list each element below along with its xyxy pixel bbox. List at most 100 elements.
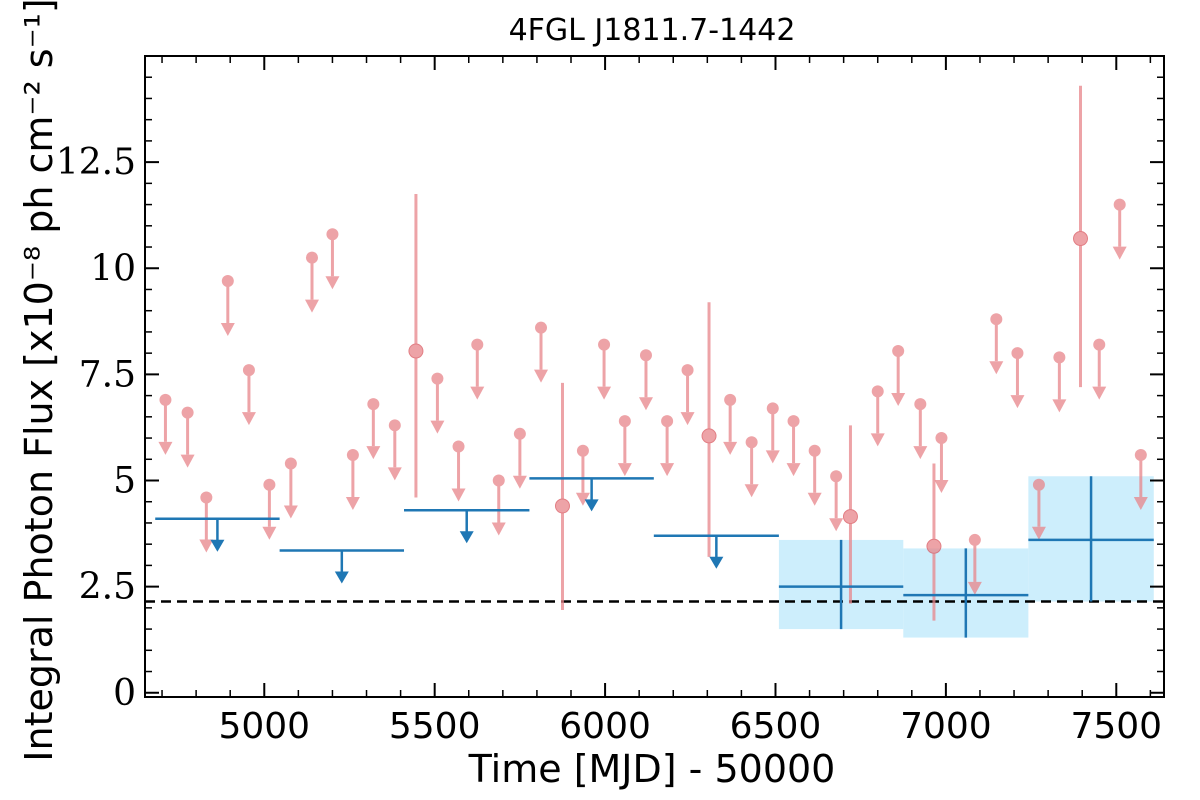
upper-limit-arrow <box>220 322 235 336</box>
upper-limit-arrow <box>870 433 885 447</box>
upper-limit-arrow <box>680 412 695 426</box>
upper-limit-marker <box>766 402 779 415</box>
long-bin-upper-limit <box>155 517 280 552</box>
y-tick-label: 12.5 <box>56 142 136 183</box>
upper-limit-arrow <box>891 393 906 407</box>
short-bin-detection <box>701 302 717 557</box>
upper-limit-arrow <box>491 522 506 536</box>
short-bin-upper-limit <box>199 491 214 553</box>
short-bin-upper-limit <box>913 398 928 460</box>
y-tick-label: 7.5 <box>79 354 136 395</box>
upper-limit-arrow <box>262 526 277 540</box>
upper-limit-marker <box>639 349 652 362</box>
short-bin-upper-limit <box>491 474 506 536</box>
upper-limit-marker <box>1032 478 1045 491</box>
detection-marker <box>926 538 942 554</box>
short-bin-points <box>158 85 1148 621</box>
upper-limit-arrow <box>304 299 319 313</box>
upper-limit-arrow <box>829 518 844 532</box>
long-bin-detection <box>778 539 904 630</box>
long-bin-points <box>155 476 1154 638</box>
upper-limit-arrow <box>210 539 225 552</box>
detection-marker <box>842 509 858 525</box>
upper-limit-marker <box>914 398 927 411</box>
plot-area: 5000 5500 6000 6500 7000 7500 0 2.5 5 7.5 10 12.5 <box>56 55 1165 747</box>
upper-limit-marker <box>284 457 297 470</box>
short-bin-detection <box>408 193 424 498</box>
upper-limit-marker <box>576 444 589 457</box>
upper-limit-marker <box>935 432 948 445</box>
upper-limit-marker <box>661 415 674 428</box>
chart-title: 4FGL J1811.7-1442 <box>509 13 796 48</box>
short-bin-upper-limit <box>1112 198 1127 260</box>
short-bin-upper-limit <box>387 419 402 481</box>
detection-marker <box>701 428 717 444</box>
upper-limit-marker <box>513 427 526 440</box>
upper-limit-arrow <box>1112 246 1127 260</box>
short-bin-upper-limit <box>638 349 653 411</box>
upper-limit-arrow <box>199 539 214 553</box>
short-bin-upper-limit <box>512 427 527 489</box>
upper-limit-marker <box>892 345 905 358</box>
upper-limit-arrow <box>366 446 381 460</box>
upper-limit-marker <box>1053 351 1066 364</box>
upper-limit-arrow <box>597 386 612 400</box>
upper-limit-marker <box>305 251 318 264</box>
upper-limit-marker <box>346 449 359 462</box>
upper-limit-marker <box>968 533 981 546</box>
upper-limit-marker <box>598 338 611 351</box>
short-bin-upper-limit <box>451 440 466 502</box>
short-bin-upper-limit <box>220 274 235 336</box>
y-tick-label: 0 <box>113 673 136 714</box>
upper-limit-arrow <box>325 276 340 290</box>
short-bin-upper-limit <box>934 432 949 494</box>
short-bin-upper-limit <box>786 415 801 477</box>
x-tick-label: 6500 <box>730 706 822 747</box>
upper-limit-marker <box>221 274 234 287</box>
y-tick-label: 5 <box>113 461 136 502</box>
short-bin-upper-limit <box>765 402 780 464</box>
upper-limit-marker <box>724 393 737 406</box>
short-bin-upper-limit <box>180 406 195 468</box>
detection-marker <box>1073 231 1089 247</box>
short-bin-upper-limit <box>617 415 632 477</box>
upper-limit-arrow <box>430 420 445 434</box>
y-tick-label: 10 <box>90 248 136 289</box>
upper-limit-arrow <box>967 581 982 595</box>
x-axis-label: Time [MJD] - 50000 <box>468 747 836 791</box>
upper-limit-arrow <box>334 571 349 584</box>
short-bin-upper-limit <box>366 398 381 460</box>
upper-limit-marker <box>200 491 213 504</box>
upper-limit-arrow <box>786 463 801 477</box>
long-bin-upper-limit <box>653 534 779 569</box>
upper-limit-arrow <box>180 454 195 468</box>
upper-limit-arrow <box>451 488 466 502</box>
upper-limit-arrow <box>744 484 759 498</box>
short-bin-upper-limit <box>660 415 675 477</box>
upper-limit-marker <box>326 228 339 241</box>
short-bin-upper-limit <box>158 393 173 455</box>
upper-limit-arrow <box>807 492 822 506</box>
short-bin-upper-limit <box>870 385 885 447</box>
upper-limit-arrow <box>1052 399 1067 413</box>
upper-limit-marker <box>471 338 484 351</box>
short-bin-upper-limit <box>534 321 549 383</box>
upper-limit-marker <box>787 415 800 428</box>
upper-limit-marker <box>263 478 276 491</box>
long-bin-detection <box>903 548 1029 638</box>
x-tick-label: 5000 <box>218 706 310 747</box>
upper-limit-marker <box>990 313 1003 326</box>
upper-limit-arrow <box>512 475 527 489</box>
axes: 5000 5500 6000 6500 7000 7500 0 2.5 5 7.5 10 12.5 <box>56 55 1165 747</box>
short-bin-upper-limit <box>680 364 695 426</box>
x-tick-label: 7500 <box>1070 706 1162 747</box>
upper-limit-arrow <box>1031 526 1046 540</box>
plot-frame <box>144 55 1165 698</box>
upper-limit-marker <box>1113 198 1126 211</box>
upper-limit-marker <box>808 444 821 457</box>
long-bin-upper-limit <box>404 508 530 544</box>
short-bin-detection <box>842 425 858 604</box>
upper-limit-marker <box>745 436 758 449</box>
upper-limit-arrow <box>989 361 1004 375</box>
